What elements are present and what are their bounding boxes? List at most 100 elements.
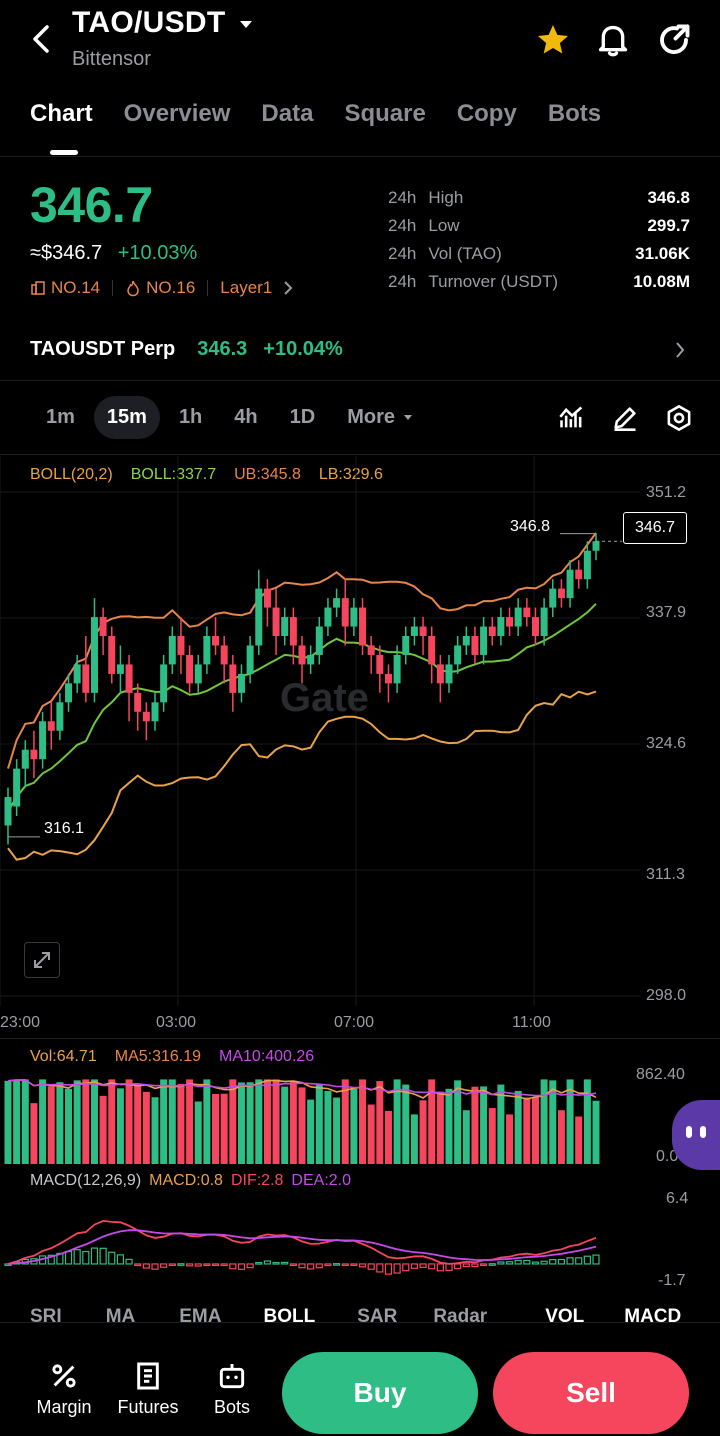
settings-icon[interactable] bbox=[665, 404, 693, 432]
candle bbox=[229, 664, 237, 693]
caret-down-icon bbox=[403, 414, 412, 420]
rank-tag-1[interactable]: NO.14 bbox=[51, 278, 101, 297]
volume-bar bbox=[47, 1086, 55, 1164]
candle bbox=[246, 645, 254, 674]
candle bbox=[436, 664, 444, 684]
futures-nav[interactable]: Futures bbox=[108, 1360, 188, 1418]
macd-legend: MACD(12,26,9) MACD:0.8 DIF:2.8 DEA:2.0 bbox=[30, 1172, 351, 1190]
ind-tab-macd[interactable]: MACD bbox=[624, 1306, 682, 1327]
candlestick-chart[interactable] bbox=[0, 456, 720, 1036]
candle bbox=[566, 569, 574, 599]
interval-1m[interactable]: 1m bbox=[46, 406, 75, 428]
share-icon[interactable] bbox=[656, 22, 692, 58]
macd-histogram-bar bbox=[160, 1263, 168, 1268]
ind-tab-boll[interactable]: BOLL bbox=[263, 1306, 316, 1327]
margin-nav[interactable]: Margin bbox=[24, 1360, 104, 1418]
candle bbox=[108, 636, 116, 674]
chevron-right-icon[interactable] bbox=[672, 340, 688, 360]
interval-15m[interactable]: 15m bbox=[93, 396, 160, 439]
tab-copy[interactable]: Copy bbox=[456, 100, 517, 127]
candle bbox=[497, 617, 505, 636]
candle bbox=[575, 569, 583, 580]
volume-bar bbox=[298, 1087, 306, 1164]
ind-tab-ma[interactable]: MA bbox=[105, 1306, 136, 1327]
volume-bar bbox=[168, 1079, 176, 1164]
price-axis-label: 351.2 bbox=[646, 484, 687, 501]
macd-histogram-bar bbox=[505, 1261, 514, 1265]
candle bbox=[384, 673, 392, 684]
candle bbox=[21, 749, 29, 769]
candle bbox=[281, 617, 289, 636]
price-axis-label: 311.3 bbox=[646, 866, 685, 883]
interval-more[interactable]: More bbox=[334, 396, 425, 439]
tab-overview[interactable]: Overview bbox=[123, 100, 231, 127]
candle bbox=[324, 607, 332, 627]
volume-bar bbox=[73, 1080, 81, 1164]
ind-tab-vol[interactable]: VOL bbox=[545, 1306, 585, 1327]
candle bbox=[454, 645, 462, 665]
sell-button[interactable]: Sell bbox=[493, 1352, 689, 1434]
volume-bar bbox=[90, 1079, 98, 1164]
interval-1h[interactable]: 1h bbox=[178, 406, 203, 428]
macd-histogram-bar bbox=[428, 1263, 436, 1270]
indicator-icon[interactable] bbox=[558, 404, 586, 432]
macd-histogram-bar bbox=[125, 1258, 133, 1265]
expand-button[interactable] bbox=[24, 942, 60, 978]
tab-bots[interactable]: Bots bbox=[547, 100, 602, 127]
tab-chart[interactable]: Chart bbox=[30, 100, 93, 127]
caret-down-icon[interactable] bbox=[238, 18, 254, 30]
candle bbox=[194, 664, 202, 684]
perp-name: TAOUSDT Perp bbox=[30, 338, 176, 360]
macd-dea: DEA:2.0 bbox=[291, 1172, 352, 1189]
macd-histogram-bar bbox=[90, 1247, 99, 1265]
candle bbox=[557, 588, 565, 599]
price-change: +10.03% bbox=[117, 242, 198, 264]
macd-histogram-bar bbox=[194, 1263, 202, 1267]
buy-button[interactable]: Buy bbox=[282, 1352, 478, 1434]
volume-legend: Vol:64.71 MA5:316.19 MA10:400.26 bbox=[30, 1048, 314, 1066]
macd-histogram-bar bbox=[220, 1263, 228, 1267]
chevron-right-icon[interactable] bbox=[282, 280, 294, 296]
vol-axis-max: 862.40 bbox=[636, 1066, 685, 1083]
volume-bar bbox=[255, 1079, 263, 1164]
macd-name: MACD(12,26,9) bbox=[30, 1172, 142, 1189]
candle bbox=[367, 645, 375, 655]
pair-title[interactable]: TAO/USDT bbox=[72, 6, 254, 40]
perp-row[interactable]: TAOUSDT Perp 346.3 +10.04% bbox=[30, 338, 343, 361]
ind-tab-radar[interactable]: Radar bbox=[433, 1306, 488, 1327]
ind-tab-ema[interactable]: EMA bbox=[179, 1306, 222, 1327]
draw-pen-icon[interactable] bbox=[611, 404, 639, 432]
macd-histogram-bar bbox=[73, 1249, 81, 1265]
back-arrow-icon[interactable] bbox=[28, 24, 54, 54]
candle bbox=[410, 626, 418, 636]
ind-tab-sar[interactable]: SAR bbox=[357, 1306, 398, 1327]
candle bbox=[445, 664, 453, 684]
tab-data[interactable]: Data bbox=[261, 100, 314, 127]
macd-histogram-bar bbox=[289, 1263, 297, 1267]
candle bbox=[350, 607, 358, 627]
interval-1d[interactable]: 1D bbox=[289, 406, 316, 428]
rank-tag-2[interactable]: NO.16 bbox=[146, 278, 196, 297]
bell-icon[interactable] bbox=[596, 22, 630, 58]
assistant-bubble[interactable] bbox=[672, 1100, 720, 1170]
interval-4h[interactable]: 4h bbox=[234, 406, 258, 428]
bots-nav[interactable]: Bots bbox=[192, 1360, 272, 1418]
candle bbox=[142, 711, 150, 722]
ind-tab-sri[interactable]: SRI bbox=[30, 1306, 62, 1327]
candle bbox=[298, 645, 306, 665]
macd-histogram-bar bbox=[116, 1254, 125, 1265]
macd-histogram-bar bbox=[488, 1263, 496, 1266]
candle bbox=[540, 607, 548, 636]
boll-lb: LB:329.6 bbox=[318, 466, 383, 483]
candle bbox=[333, 598, 341, 608]
star-icon[interactable] bbox=[534, 22, 572, 58]
stat-volume: 24h Vol (TAO) 31.06K bbox=[388, 244, 690, 263]
volume-bar bbox=[116, 1088, 124, 1164]
candle bbox=[263, 588, 271, 608]
candle bbox=[56, 702, 64, 731]
volume-bar bbox=[99, 1095, 107, 1164]
candle bbox=[402, 636, 410, 655]
sector-tag[interactable]: Layer1 bbox=[220, 278, 273, 297]
time-axis-label: 23:00 bbox=[0, 1014, 41, 1031]
tab-square[interactable]: Square bbox=[344, 100, 426, 127]
